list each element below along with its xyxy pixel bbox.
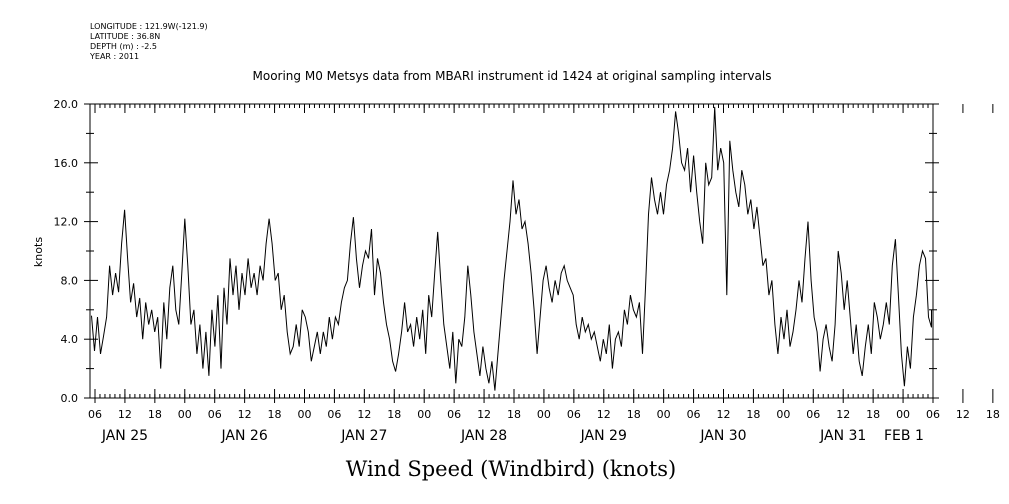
x-hour-label: 06 bbox=[567, 408, 581, 421]
x-hour-label: 00 bbox=[537, 408, 551, 421]
depth-label: DEPTH (m) : -2.5 bbox=[90, 42, 157, 51]
minor-ticks bbox=[89, 104, 934, 398]
x-hour-label: 00 bbox=[776, 408, 790, 421]
y-tick-label: 20.0 bbox=[54, 98, 79, 111]
y-tick-label: 8.0 bbox=[61, 274, 79, 287]
x-hour-label: 18 bbox=[866, 408, 880, 421]
x-hour-label: 18 bbox=[746, 408, 760, 421]
x-hour-label: 00 bbox=[297, 408, 311, 421]
x-day-label: FEB 1 bbox=[884, 428, 924, 444]
x-hour-label: 00 bbox=[896, 408, 910, 421]
wind-speed-line bbox=[91, 106, 932, 391]
y-tick-label: 16.0 bbox=[54, 157, 79, 170]
x-hour-label: 06 bbox=[88, 408, 102, 421]
y-axis: 0.0 4.0 8.0 12.0 16.0 20.0 bbox=[54, 98, 939, 405]
x-day-label: JAN 27 bbox=[340, 428, 387, 444]
x-day-label: JAN 30 bbox=[699, 428, 746, 444]
x-hour-label: 18 bbox=[387, 408, 401, 421]
x-axis: 06 12 18 00 06 12 18 00 06 12 18 00 06 12 18 00 06 12 18 00… bbox=[88, 104, 1000, 444]
y-tick-label: 0.0 bbox=[61, 392, 79, 405]
plot-frame bbox=[89, 103, 934, 399]
x-hour-label: 12 bbox=[477, 408, 491, 421]
x-hour-label: 12 bbox=[836, 408, 850, 421]
y-tick-label: 4.0 bbox=[61, 333, 79, 346]
x-hour-label: 18 bbox=[507, 408, 521, 421]
year-label: YEAR : 2011 bbox=[90, 52, 140, 61]
x-hour-label: 12 bbox=[716, 408, 730, 421]
y-tick-label: 12.0 bbox=[54, 216, 79, 229]
x-hour-label: 12 bbox=[597, 408, 611, 421]
x-day-label: JAN 28 bbox=[460, 428, 507, 444]
x-hour-label: 06 bbox=[926, 408, 940, 421]
x-hour-label: 00 bbox=[178, 408, 192, 421]
x-hour-label: 12 bbox=[118, 408, 132, 421]
x-hour-label: 06 bbox=[687, 408, 701, 421]
x-hour-label: 06 bbox=[447, 408, 461, 421]
x-hour-label: 18 bbox=[268, 408, 282, 421]
x-hour-label: 06 bbox=[806, 408, 820, 421]
longitude-label: LONGITUDE : 121.9W(-121.9) bbox=[90, 22, 208, 31]
x-hour-label: 12 bbox=[238, 408, 252, 421]
x-day-label: JAN 26 bbox=[221, 428, 268, 444]
y-axis-label: knots bbox=[32, 237, 45, 267]
x-hour-label: 18 bbox=[986, 408, 1000, 421]
x-day-label: JAN 29 bbox=[580, 428, 627, 444]
latitude-label: LATITUDE : 36.8N bbox=[90, 32, 161, 41]
x-hour-label: 06 bbox=[327, 408, 341, 421]
x-hour-label: 12 bbox=[956, 408, 970, 421]
x-hour-label: 18 bbox=[148, 408, 162, 421]
chart-title: Mooring M0 Metsys data from MBARI instru… bbox=[253, 69, 772, 83]
x-hour-label: 18 bbox=[627, 408, 641, 421]
x-day-label: JAN 25 bbox=[101, 428, 148, 444]
x-hour-label: 00 bbox=[657, 408, 671, 421]
x-hour-label: 00 bbox=[417, 408, 431, 421]
x-hour-label: 06 bbox=[208, 408, 222, 421]
x-axis-label: Wind Speed (Windbird) (knots) bbox=[346, 457, 676, 481]
x-hour-label: 12 bbox=[357, 408, 371, 421]
x-day-label: JAN 31 bbox=[819, 428, 866, 444]
